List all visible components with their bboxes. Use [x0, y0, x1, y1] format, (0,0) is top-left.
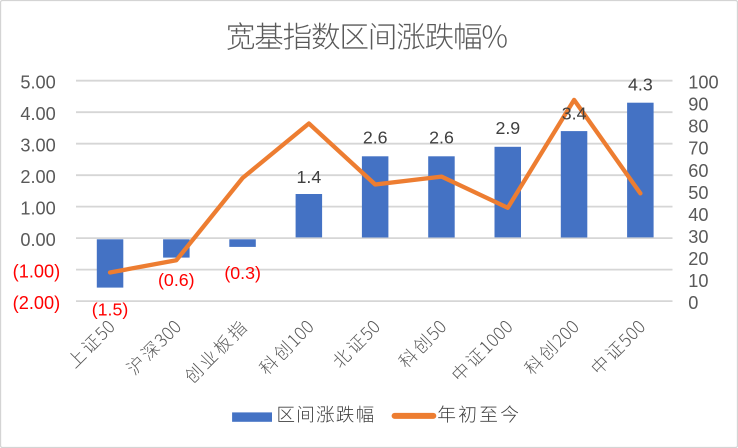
- svg-text:(1.00): (1.00): [13, 262, 61, 282]
- svg-text:2.9: 2.9: [495, 118, 520, 138]
- svg-text:40: 40: [688, 205, 708, 225]
- svg-text:3.4: 3.4: [562, 103, 587, 123]
- svg-text:90: 90: [688, 95, 708, 115]
- svg-text:70: 70: [688, 139, 708, 159]
- svg-text:80: 80: [688, 117, 708, 137]
- svg-text:2.6: 2.6: [363, 128, 388, 148]
- svg-text:1.4: 1.4: [297, 167, 322, 187]
- svg-text:10: 10: [688, 271, 708, 291]
- svg-text:100: 100: [688, 73, 718, 93]
- svg-text:4.00: 4.00: [20, 104, 55, 124]
- svg-text:(0.3): (0.3): [224, 263, 261, 283]
- svg-text:0: 0: [688, 293, 698, 313]
- svg-text:5.00: 5.00: [20, 73, 55, 93]
- svg-text:(1.5): (1.5): [92, 300, 129, 320]
- svg-text:20: 20: [688, 249, 708, 269]
- svg-text:30: 30: [688, 227, 708, 247]
- svg-text:2.6: 2.6: [429, 128, 454, 148]
- svg-text:4.3: 4.3: [628, 74, 653, 94]
- svg-text:(2.00): (2.00): [13, 293, 61, 313]
- svg-text:2.00: 2.00: [20, 167, 55, 187]
- svg-text:60: 60: [688, 161, 708, 181]
- svg-text:1.00: 1.00: [20, 199, 55, 219]
- svg-text:3.00: 3.00: [20, 136, 55, 156]
- svg-text:0.00: 0.00: [20, 230, 55, 250]
- svg-text:50: 50: [688, 183, 708, 203]
- svg-text:(0.6): (0.6): [158, 270, 195, 290]
